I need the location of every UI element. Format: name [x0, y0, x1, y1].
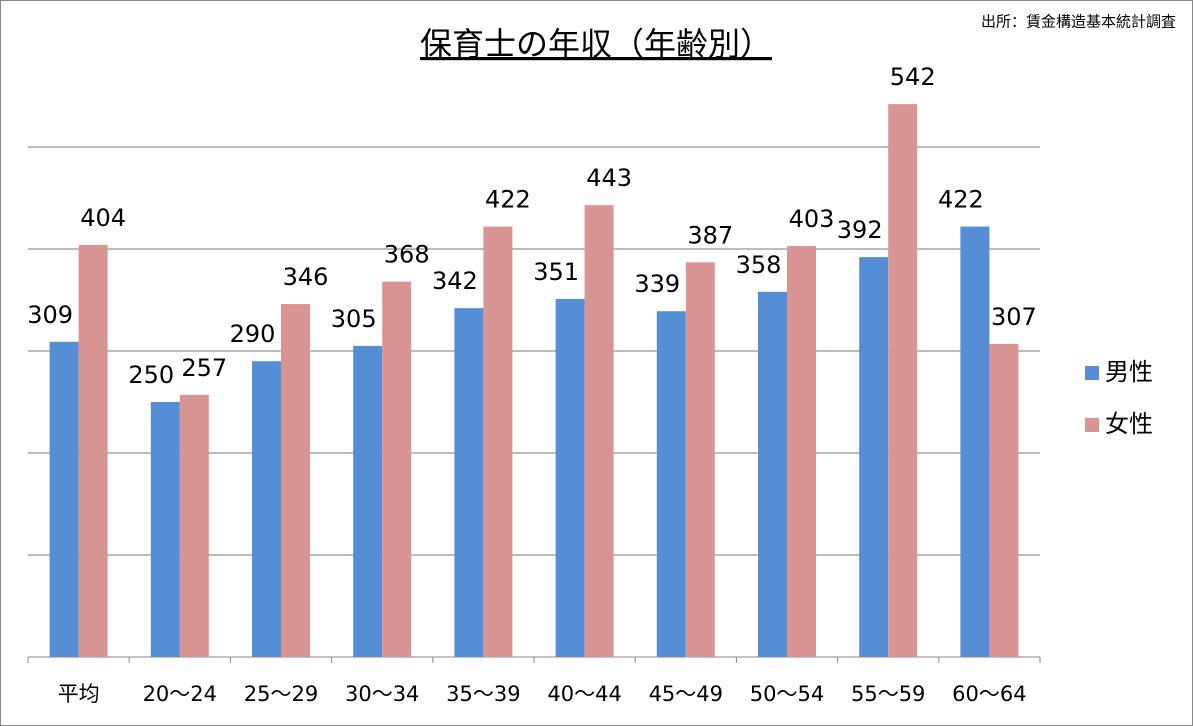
value-label: 305	[331, 305, 377, 333]
x-tick-label: 45〜49	[649, 682, 723, 706]
value-label: 346	[283, 263, 329, 291]
bar	[960, 226, 990, 657]
bar	[787, 245, 816, 657]
bar	[179, 394, 209, 657]
legend-label: 女性	[1105, 410, 1153, 438]
value-label: 351	[533, 258, 579, 286]
bar	[758, 291, 787, 657]
value-label: 358	[736, 251, 782, 279]
bar	[78, 244, 108, 658]
bar	[150, 402, 180, 657]
value-label: 368	[384, 241, 430, 269]
value-label: 387	[687, 221, 733, 249]
source-note: 出所：賃金構造基本統計調査	[981, 13, 1176, 31]
bar	[859, 257, 889, 657]
x-tick-label: 30〜34	[345, 682, 419, 706]
x-tick-label: 20〜24	[143, 682, 217, 706]
bar	[555, 298, 585, 657]
x-tick-label: 60〜64	[952, 682, 1026, 706]
value-label: 342	[432, 267, 478, 295]
value-label: 404	[80, 204, 126, 232]
bar	[989, 343, 1019, 657]
value-label: 443	[586, 164, 632, 192]
bar	[281, 304, 310, 657]
bar	[584, 205, 614, 657]
x-tick-label: 55〜59	[851, 682, 925, 706]
x-tick-label: 50〜54	[750, 682, 824, 706]
value-label: 403	[789, 205, 835, 233]
bar	[49, 341, 79, 657]
value-label: 307	[991, 303, 1037, 331]
x-tick-label: 平均	[58, 682, 100, 706]
value-label: 290	[230, 320, 276, 348]
legend-label: 男性	[1105, 358, 1153, 386]
bar	[353, 345, 383, 657]
value-label: 422	[938, 186, 984, 214]
x-tick-label: 35〜39	[446, 682, 520, 706]
bar	[483, 226, 513, 657]
x-tick-label: 25〜29	[244, 682, 318, 706]
bar	[685, 262, 715, 657]
value-label: 339	[634, 270, 680, 298]
value-label: 257	[181, 354, 227, 382]
value-label: 422	[485, 186, 531, 214]
legend-swatch	[1085, 418, 1099, 432]
bar	[252, 361, 281, 657]
bar	[454, 308, 484, 657]
bar	[656, 311, 686, 657]
chart-title: 保育士の年収（年齢別）	[420, 25, 772, 63]
value-label: 542	[890, 63, 936, 91]
legend-swatch	[1085, 366, 1099, 380]
bar	[888, 104, 918, 657]
value-label: 250	[128, 361, 174, 389]
x-tick-label: 40〜44	[547, 682, 621, 706]
bar	[382, 281, 412, 657]
value-label: 392	[837, 216, 883, 244]
value-label: 309	[27, 301, 73, 329]
